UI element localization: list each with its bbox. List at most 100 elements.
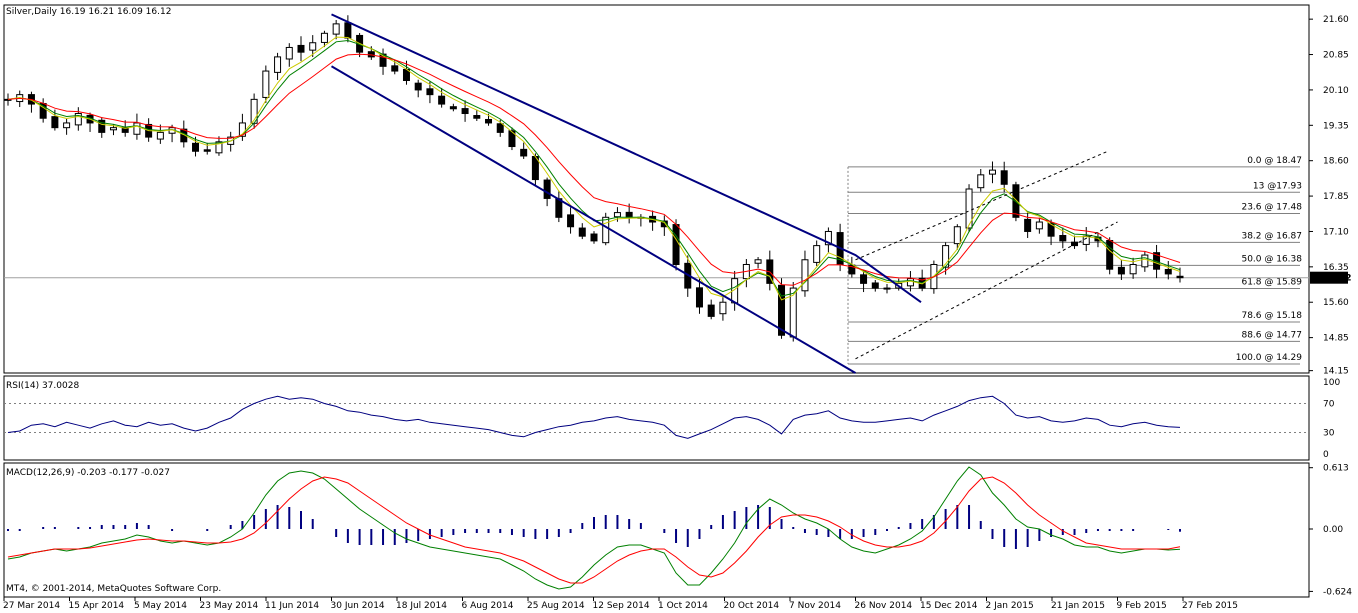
candle-body-27: [320, 32, 328, 43]
rsi-panel: [4, 395, 1309, 439]
candle-body-92: [1082, 235, 1090, 245]
date-tick-label-8: 25 Aug 2014: [527, 601, 585, 611]
last-price-badge-text: 16.12: [1323, 274, 1351, 284]
candle-body-48: [567, 214, 575, 228]
candle-body-70: [824, 230, 832, 246]
candle-body-72: [848, 264, 856, 275]
macd-tick-label-0: 0.613: [1323, 464, 1349, 474]
candle-body-41: [485, 118, 493, 124]
rsi-line: [7, 395, 1181, 439]
candle-body-44: [520, 148, 528, 157]
date-tick-label-9: 12 Sep 2014: [593, 601, 650, 611]
candle-body-100: [1176, 275, 1184, 279]
candle-body-28: [332, 23, 340, 35]
candle-body-39: [461, 108, 469, 115]
candle-body-88: [1035, 221, 1043, 230]
candle-body-61: [719, 301, 727, 315]
price-tick-label-4: 18.60: [1323, 157, 1349, 167]
price-tick-label-2: 20.10: [1323, 86, 1349, 96]
candle-body-69: [813, 245, 821, 263]
candle-body-16: [192, 142, 200, 152]
candle-body-46: [543, 179, 551, 199]
macd-panel: [7, 466, 1181, 590]
rsi-tick-label-0: 100: [1323, 378, 1340, 388]
price-tick-label-1: 20.85: [1323, 51, 1349, 61]
candle-body-49: [578, 227, 586, 237]
date-tick-label-10: 1 Oct 2014: [658, 601, 708, 611]
candle-body-23: [274, 56, 282, 73]
date-tick-label-14: 15 Dec 2014: [920, 601, 978, 611]
candle-body-24: [285, 46, 293, 60]
candle-body-99: [1164, 268, 1172, 275]
price-tick-label-5: 17.85: [1323, 192, 1349, 202]
candle-body-59: [695, 287, 703, 308]
rsi-tick-label-3: 0: [1323, 450, 1329, 460]
candle-body-42: [496, 123, 504, 133]
candle-body-73: [860, 274, 868, 284]
candle-body-26: [309, 42, 317, 51]
candle-body-52: [613, 212, 621, 218]
rsi-panel-frame: [3, 375, 1310, 461]
candle-body-25: [297, 44, 305, 53]
candle-body-80: [942, 245, 950, 268]
macd-tick-label-1: 0.00: [1323, 525, 1343, 535]
date-tick-label-7: 6 Aug 2014: [462, 601, 514, 611]
candle-body-96: [1129, 263, 1137, 275]
macd-tick-label-2: -0.624: [1323, 587, 1352, 597]
candle-body-33: [391, 65, 399, 72]
candle-body-8: [98, 119, 106, 133]
candle-body-68: [801, 259, 809, 292]
candle-body-9: [109, 127, 117, 131]
axes: 21.60 20.85 20.10 19.35 18.60 17.85 17.10 16.35…: [3, 15, 1352, 611]
date-tick-label-0: 27 Mar 2014: [3, 601, 60, 611]
candle-body-17: [203, 149, 211, 152]
macd-line: [7, 466, 1181, 590]
date-tick-label-5: 30 Jun 2014: [331, 601, 385, 611]
candle-body-66: [778, 284, 786, 336]
ma-slow-line: [7, 53, 1181, 286]
price-tick-label-3: 19.35: [1323, 121, 1349, 131]
channel-line-2: [855, 150, 1108, 261]
candle-body-77: [906, 278, 914, 287]
rsi-tick-label-1: 70: [1323, 400, 1335, 410]
date-tick-label-6: 18 Jul 2014: [396, 601, 447, 611]
candle-body-60: [707, 304, 715, 317]
macd-title: MACD(12,26,9) -0.203 -0.177 -0.027: [6, 468, 170, 478]
candle-body-37: [438, 95, 446, 105]
fib-label-0: 0.0 @ 18.47: [1247, 156, 1302, 166]
candle-body-36: [426, 88, 434, 96]
price-tick-label-6: 17.10: [1323, 227, 1349, 237]
candle-body-13: [156, 131, 164, 140]
fib-label-8: 100.0 @ 14.29: [1236, 353, 1303, 363]
candle-body-81: [953, 226, 961, 245]
date-tick-label-2: 5 May 2014: [134, 601, 187, 611]
candle-body-74: [871, 282, 879, 289]
date-tick-label-3: 23 May 2014: [200, 601, 259, 611]
candle-body-95: [1117, 266, 1125, 275]
date-tick-label-1: 15 Apr 2014: [69, 601, 125, 611]
candle-body-11: [133, 122, 141, 135]
candle-body-50: [590, 233, 598, 242]
price-tick-label-9: 14.85: [1323, 334, 1349, 344]
candle-body-87: [1024, 218, 1032, 232]
channel-line-0: [331, 13, 922, 304]
date-tick-label-18: 27 Feb 2015: [1182, 601, 1238, 611]
candle-body-38: [449, 106, 457, 110]
candle-body-84: [988, 169, 996, 175]
date-tick-label-13: 26 Nov 2014: [855, 601, 913, 611]
candle-body-89: [1047, 222, 1055, 237]
ma-mid-line: [7, 36, 1181, 301]
price-tick-label-7: 16.35: [1323, 263, 1349, 273]
fib-label-6: 78.6 @ 15.18: [1241, 311, 1302, 321]
channel-line-3: [855, 221, 1118, 360]
price-tick-label-8: 15.60: [1323, 298, 1349, 308]
rsi-title: RSI(14) 37.0028: [6, 381, 79, 391]
fib-label-5: 61.8 @ 15.89: [1241, 278, 1302, 288]
candle-body-29: [344, 22, 352, 39]
fib-label-4: 50.0 @ 16.38: [1241, 254, 1302, 264]
candle-body-85: [1000, 170, 1008, 185]
candle-body-57: [672, 224, 680, 265]
date-tick-label-17: 9 Feb 2015: [1117, 601, 1167, 611]
date-tick-label-15: 2 Jan 2015: [986, 601, 1034, 611]
